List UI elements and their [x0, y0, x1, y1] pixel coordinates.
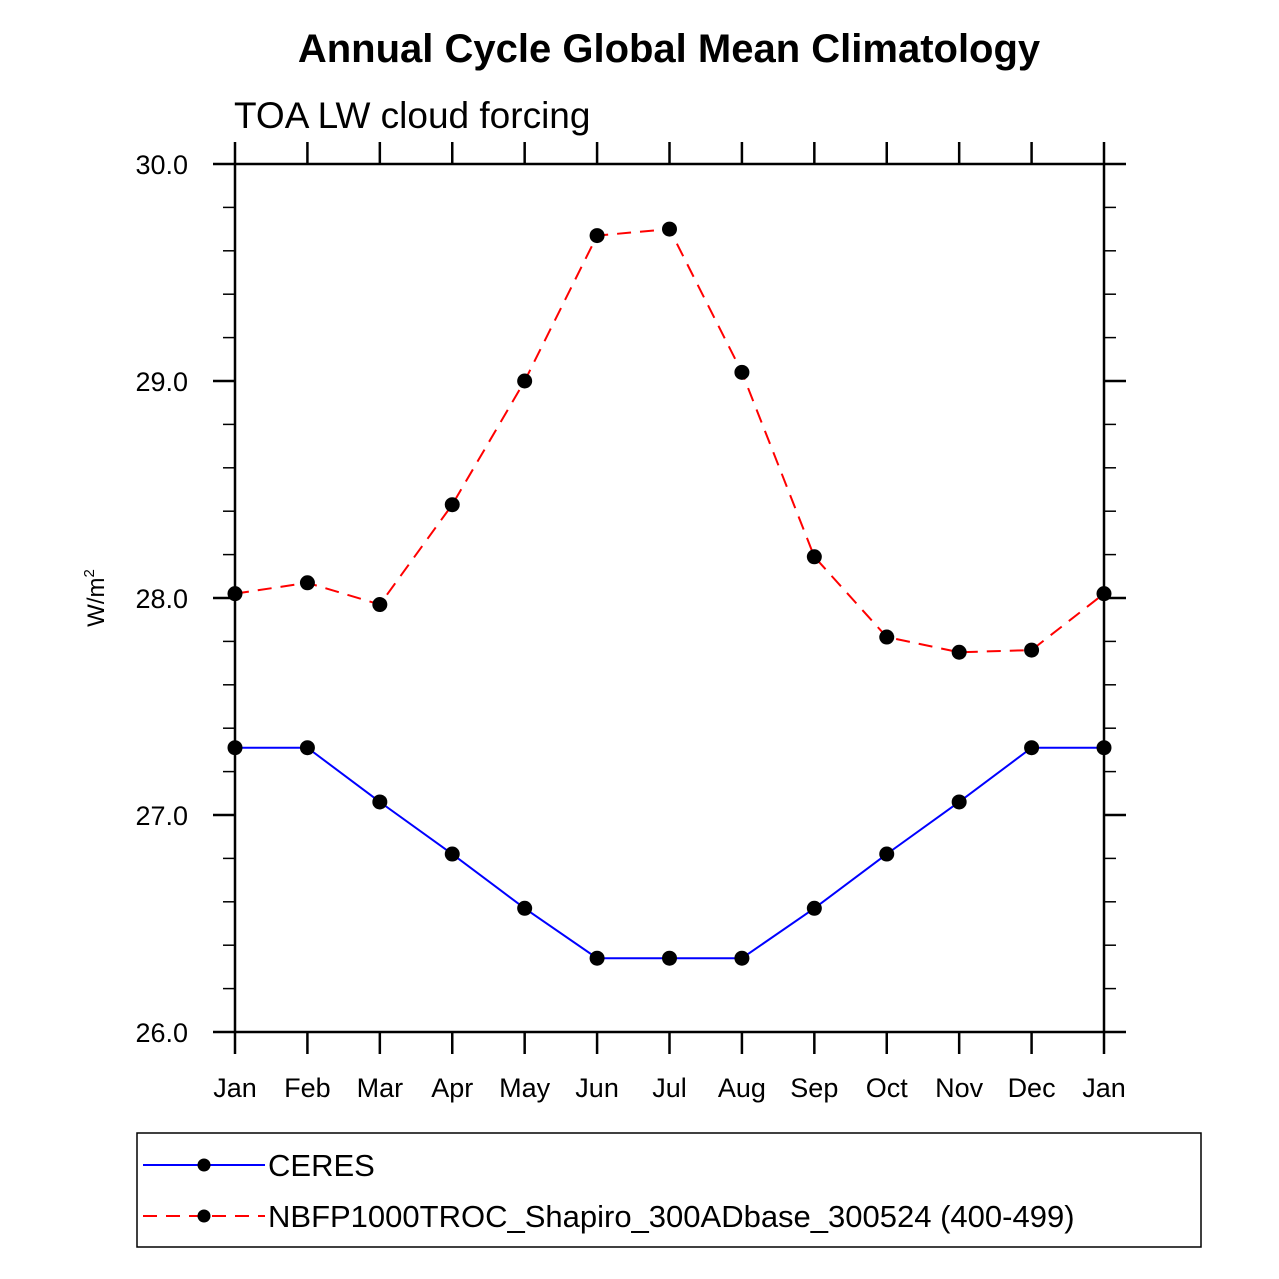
legend-box [136, 1132, 1202, 1248]
data-point [299, 575, 315, 591]
legend: CERES NBFP1000TROC_Shapiro_300ADbase_3005… [136, 1132, 1202, 1248]
legend-marker [197, 1209, 211, 1223]
chart-subtitle: TOA LW cloud forcing [234, 95, 590, 136]
x-tick-label: Oct [866, 1073, 909, 1103]
data-point [372, 794, 388, 810]
axes: Jan Feb Mar Apr May Jun Jul Aug Sep Oct Nov Dec Jan 2… [135, 142, 1126, 1103]
data-point [227, 586, 243, 602]
data-point [879, 846, 895, 862]
x-tick-label: Feb [284, 1073, 331, 1103]
y-tick-label: 30.0 [135, 150, 188, 180]
data-point [1096, 586, 1112, 602]
data-point [372, 597, 388, 613]
y-axis-label-text: W/m [83, 578, 110, 627]
data-point [1024, 642, 1040, 658]
data-point [1096, 740, 1112, 756]
data-point [951, 794, 967, 810]
data-point [951, 644, 967, 660]
series-line-1 [234, 228, 1105, 654]
x-tick-label: Nov [935, 1073, 984, 1103]
legend-label: CERES [268, 1148, 375, 1183]
y-axis-label-superscript: 2 [81, 569, 98, 577]
data-point [734, 950, 750, 966]
data-point [227, 740, 243, 756]
legend-label: NBFP1000TROC_Shapiro_300ADbase_300524 (4… [268, 1199, 1075, 1234]
y-tick-label: 26.0 [135, 1018, 188, 1048]
legend-marker [197, 1158, 211, 1172]
data-point [806, 549, 822, 565]
plot-frame [233, 162, 1106, 1034]
x-tick-label: Sep [790, 1073, 838, 1103]
x-tick-label: Jul [652, 1073, 687, 1103]
data-point [879, 629, 895, 645]
data-point [662, 950, 677, 966]
x-tick-label: Jan [1082, 1073, 1126, 1103]
data-point [589, 228, 605, 244]
data-point [734, 364, 750, 380]
data-point [299, 740, 315, 756]
x-tick-label: Apr [431, 1073, 473, 1103]
series-line-0 [235, 746, 1104, 960]
chart-title: Annual Cycle Global Mean Climatology [298, 27, 1041, 71]
data-point [517, 900, 533, 916]
data-point [662, 221, 677, 237]
series-layer [227, 221, 1112, 966]
x-tick-label: Jun [575, 1073, 619, 1103]
y-tick-label: 29.0 [135, 367, 188, 397]
y-axis-label: W/m2 [81, 569, 110, 627]
data-point [517, 373, 533, 389]
data-point [1024, 740, 1040, 756]
x-tick-label: Mar [357, 1073, 404, 1103]
y-tick-label: 28.0 [135, 584, 188, 614]
data-point [444, 497, 460, 513]
data-point [806, 900, 822, 916]
x-tick-label: Jan [213, 1073, 257, 1103]
y-tick-label: 27.0 [135, 801, 188, 831]
x-tick-label: Dec [1008, 1073, 1056, 1103]
data-point [444, 846, 460, 862]
x-tick-label: May [499, 1073, 551, 1103]
data-point [589, 950, 605, 966]
x-tick-label: Aug [718, 1073, 766, 1103]
